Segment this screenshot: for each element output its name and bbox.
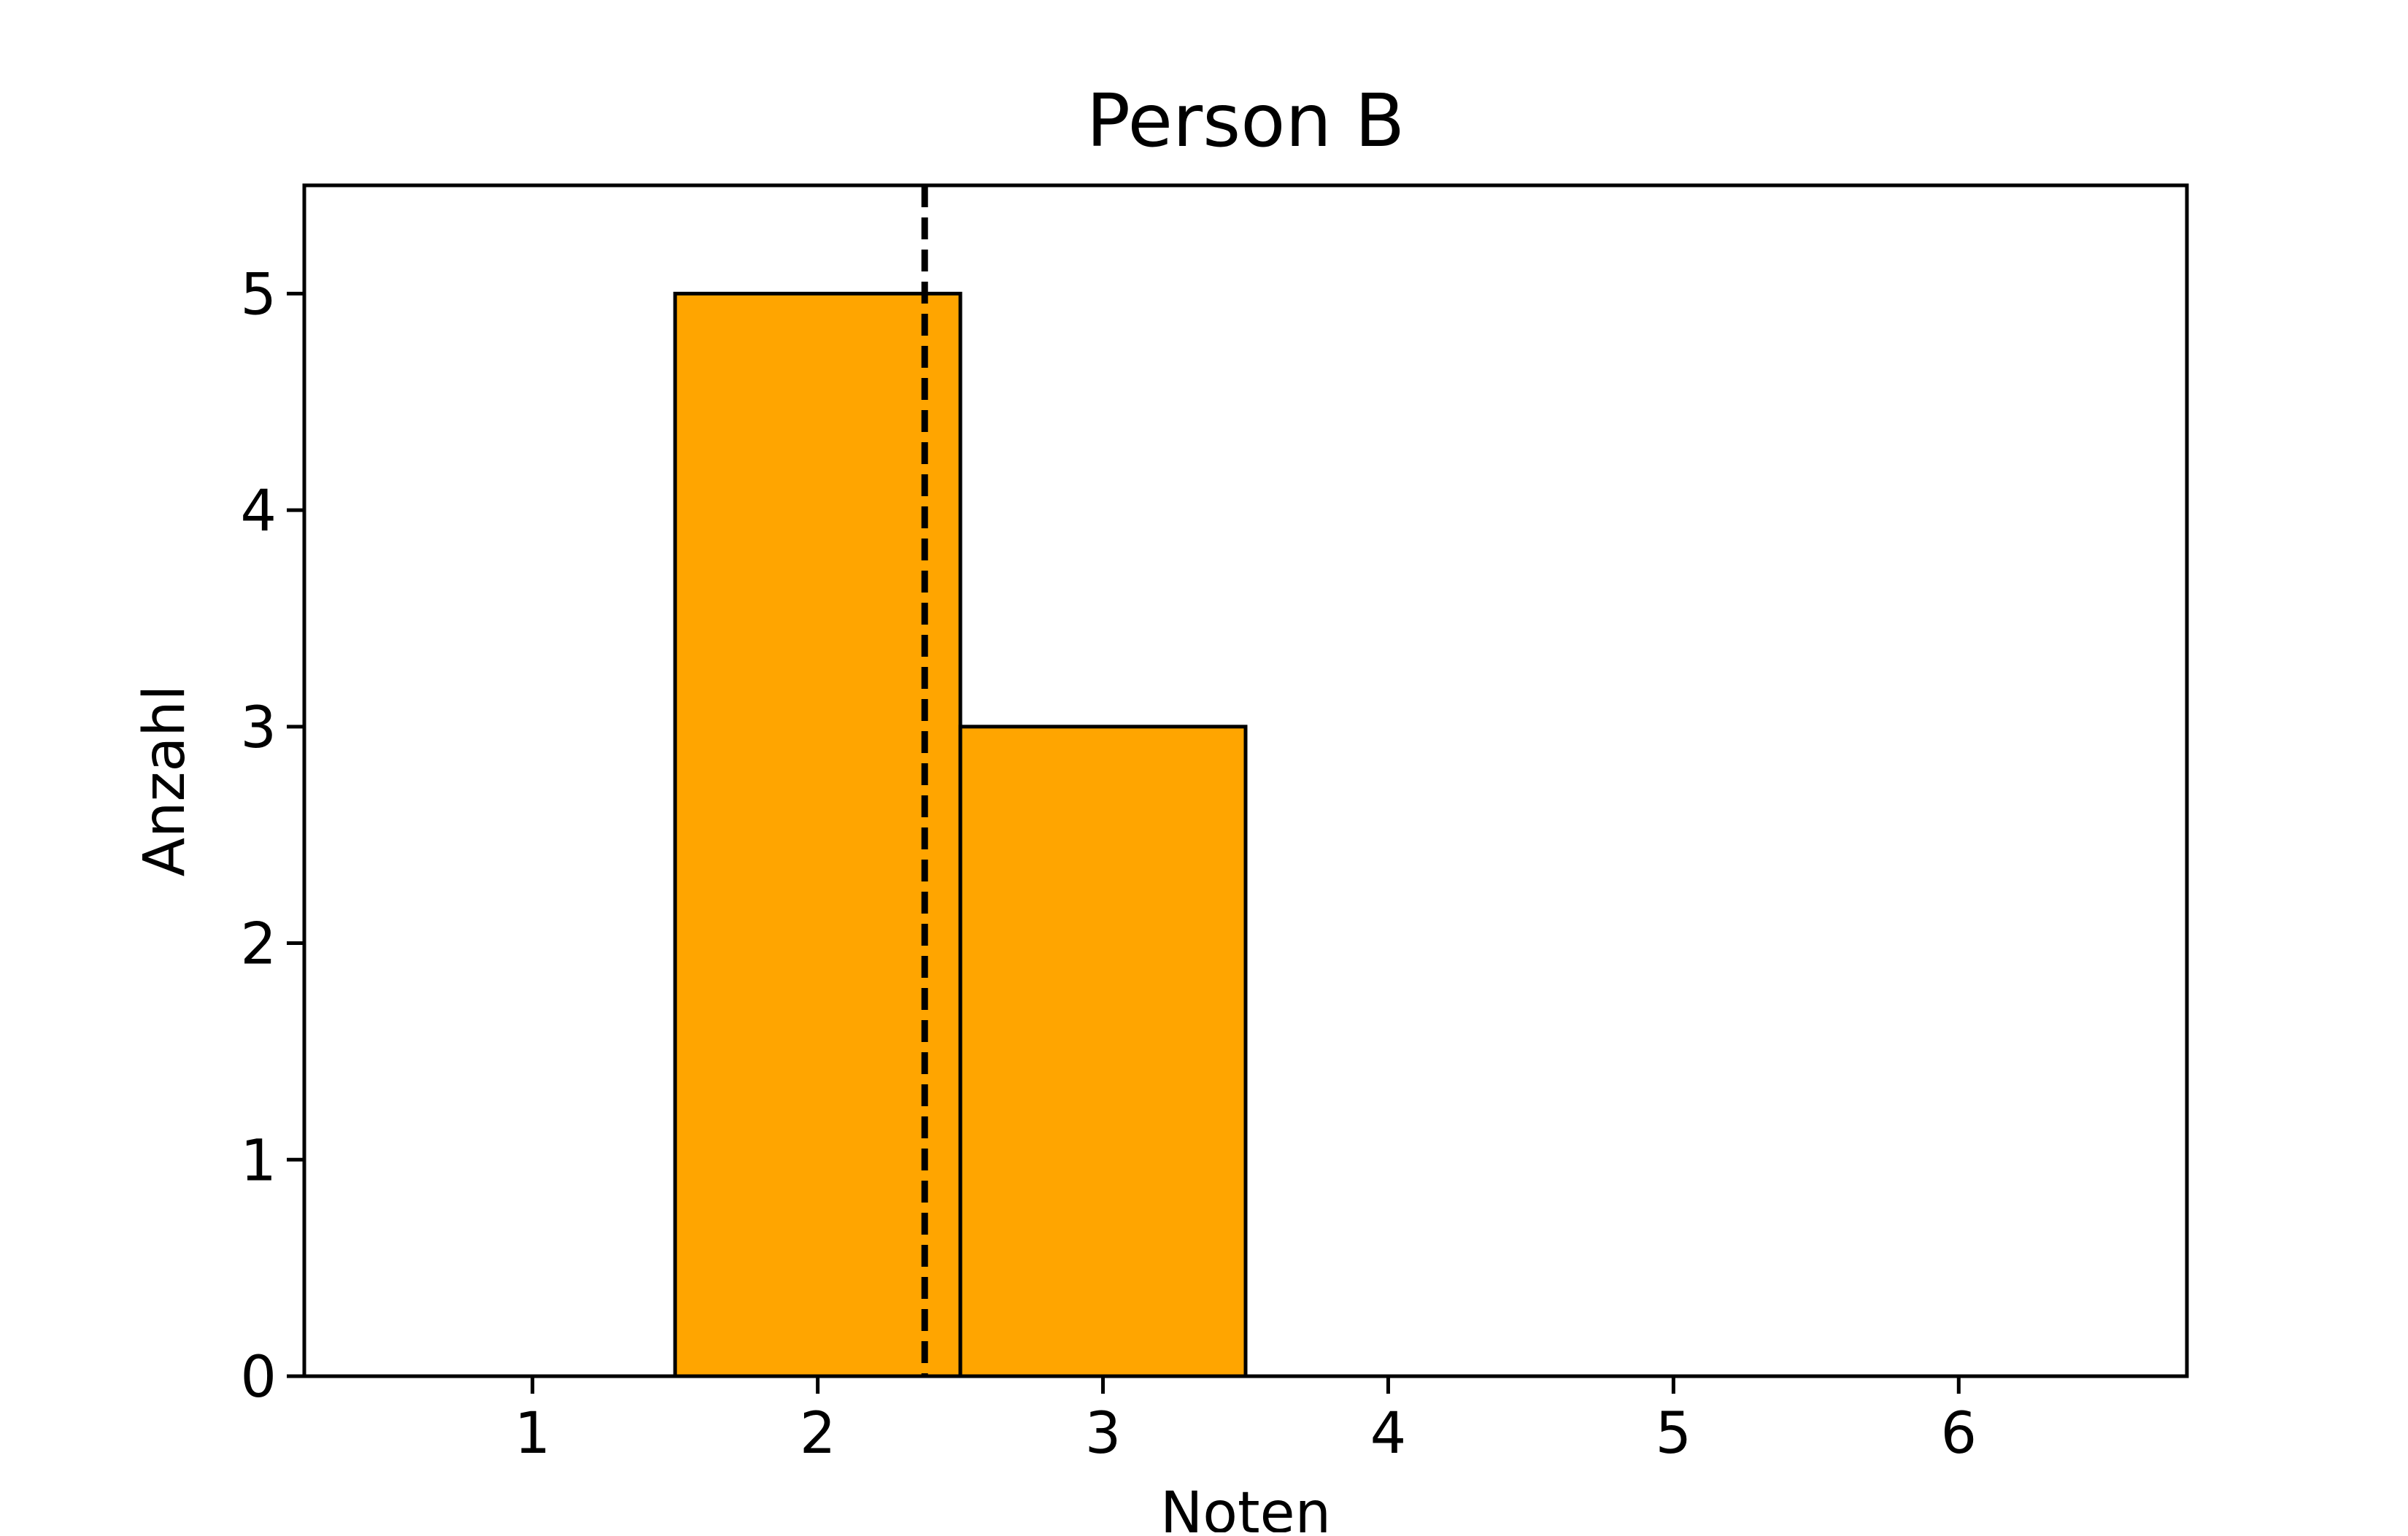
- x-tick-label: 2: [800, 1401, 836, 1467]
- y-tick-label: 4: [240, 479, 277, 544]
- y-tick-label: 5: [240, 262, 277, 328]
- y-tick-label: 2: [240, 912, 277, 978]
- y-tick-label: 3: [240, 695, 277, 761]
- y-tick-label: 1: [240, 1128, 277, 1194]
- x-tick-label: 3: [1085, 1401, 1122, 1467]
- ticks-layer: 1 2 3 4 5 6 0 1 2 3 4 5: [240, 262, 1977, 1467]
- histogram-bar-2: [673, 291, 962, 1378]
- x-axis-label: Noten: [1160, 1481, 1331, 1532]
- chart-title: Person B: [1087, 78, 1405, 163]
- x-tick-label: 1: [514, 1401, 551, 1467]
- y-tick-label: 0: [240, 1345, 277, 1410]
- histogram-bar-3: [958, 725, 1248, 1378]
- plot-frame: [302, 183, 2189, 1378]
- x-tick-label: 4: [1370, 1401, 1407, 1467]
- x-tick-label: 5: [1656, 1401, 1692, 1467]
- bars-layer: [673, 291, 1248, 1378]
- y-axis-label: Anzahl: [132, 685, 198, 877]
- x-tick-label: 6: [1940, 1401, 1977, 1467]
